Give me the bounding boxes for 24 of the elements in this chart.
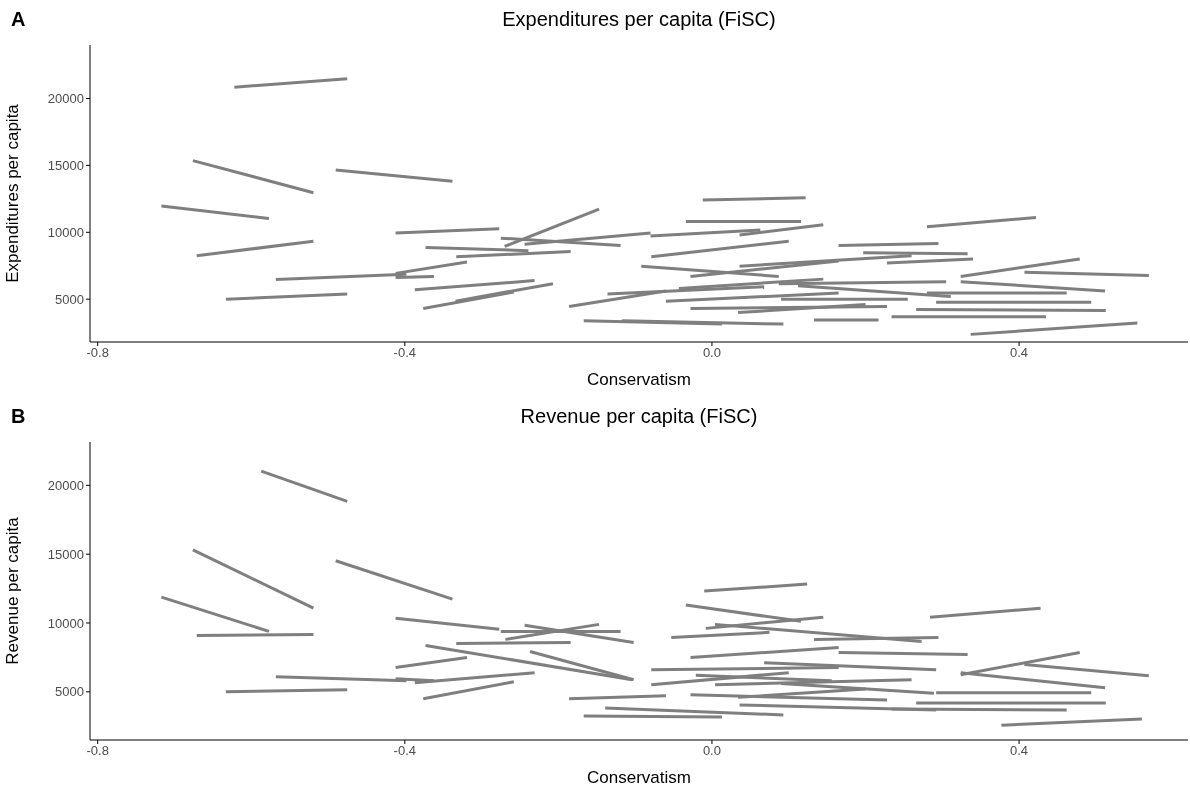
y-axis-title: Expenditures per capita	[3, 103, 23, 283]
y-tick-label: 15000	[47, 546, 84, 562]
chart-title: Revenue per capita (FiSC)	[519, 405, 759, 428]
y-tick-label: 15000	[47, 158, 84, 174]
y-tick-label: 10000	[47, 224, 84, 240]
x-axis-title: Conservatism	[587, 370, 691, 389]
x-axis-title: Conservatism	[587, 768, 691, 787]
y-tick-label: 10000	[47, 615, 84, 631]
y-tick-label: 5000	[55, 291, 84, 307]
y-axis-title: Revenue per capita	[3, 516, 23, 665]
text: A	[11, 8, 26, 31]
y-tick-label: 20000	[47, 477, 84, 493]
x-tick-label: 0.4	[1010, 345, 1029, 361]
text: B	[11, 405, 26, 428]
x-tick-label: 0.0	[702, 345, 721, 361]
x-tick-label: -0.4	[393, 743, 417, 759]
x-tick-label: -0.8	[86, 743, 109, 759]
x-tick-label: -0.8	[86, 345, 109, 361]
x-tick-label: -0.4	[393, 345, 417, 361]
x-tick-label: 0.0	[702, 743, 721, 759]
y-tick-label: 5000	[55, 684, 84, 700]
x-tick-label: 0.4	[1010, 743, 1029, 759]
y-tick-label: 20000	[47, 91, 84, 107]
chart-title: Expenditures per capita (FiSC)	[501, 8, 777, 31]
